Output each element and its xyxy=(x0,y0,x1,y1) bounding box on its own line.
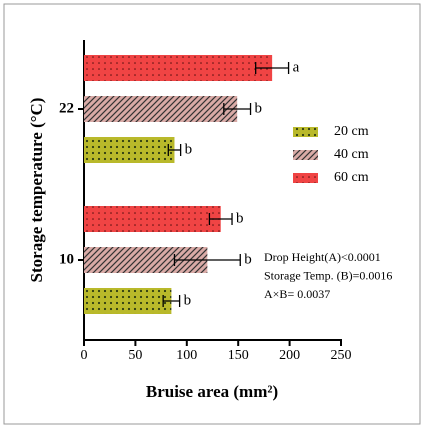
legend-label: 60 cm xyxy=(334,170,369,185)
y-tick-label: 22 xyxy=(59,100,74,116)
legend-swatch xyxy=(293,173,318,183)
annotation: Storage Temp. (B)=0.0016 xyxy=(264,268,392,282)
significance-label: b xyxy=(185,141,193,157)
bar xyxy=(84,137,175,163)
x-tick-label: 0 xyxy=(81,348,88,363)
significance-label: b xyxy=(255,100,263,116)
significance-label: b xyxy=(236,210,244,226)
y-tick-label: 10 xyxy=(59,251,74,267)
legend-swatch xyxy=(293,150,318,160)
bar xyxy=(84,206,221,232)
x-tick-label: 50 xyxy=(128,348,142,363)
x-tick-label: 100 xyxy=(176,348,197,363)
y-axis-title: Storage temperature (°C) xyxy=(27,98,46,283)
x-tick-label: 250 xyxy=(331,348,352,363)
significance-label: a xyxy=(293,59,300,75)
legend-label: 20 cm xyxy=(334,124,369,139)
bar xyxy=(84,288,172,314)
annotation: Drop Height(A)<0.0001 xyxy=(264,250,381,264)
x-tick-label: 200 xyxy=(279,348,300,363)
legend-label: 40 cm xyxy=(334,147,369,162)
bar xyxy=(84,96,238,122)
bar xyxy=(84,55,273,81)
annotation: A×B= 0.0037 xyxy=(264,287,330,301)
legend-swatch xyxy=(293,127,318,137)
x-tick-label: 150 xyxy=(228,348,249,363)
significance-label: b xyxy=(244,251,252,267)
significance-label: b xyxy=(184,292,192,308)
x-axis-title: Bruise area (mm²) xyxy=(146,382,278,401)
